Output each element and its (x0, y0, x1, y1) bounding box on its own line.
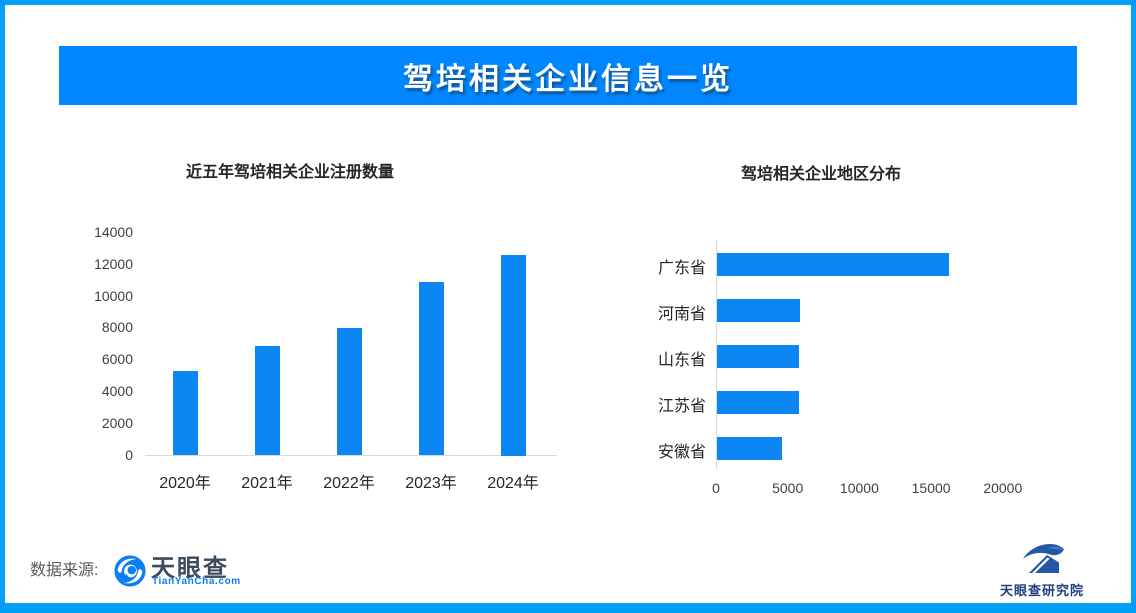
bar (172, 371, 198, 456)
y-axis-tick-label: 8000 (101, 319, 133, 336)
category-label: 江苏省 (657, 398, 706, 415)
y-axis-tick-label: 6000 (101, 351, 133, 368)
institute-logo-text: 天眼查研究院 (999, 583, 1084, 598)
bar (336, 328, 362, 456)
bar (717, 344, 800, 368)
tianyancha-logo-text: 天眼查 (151, 555, 229, 582)
x-axis-tick-label: 10000 (839, 480, 879, 496)
x-axis-line (145, 455, 557, 456)
category-label: 安徽省 (657, 444, 706, 461)
bar (500, 255, 526, 456)
header-banner: 驾培相关企业信息一览 (59, 46, 1077, 105)
bar (717, 298, 801, 322)
category-label: 广东省 (657, 260, 706, 277)
bar (717, 390, 799, 414)
x-axis-tick-label: 2022年 (323, 475, 375, 492)
x-axis-tick-label: 2021年 (241, 475, 293, 492)
tianyancha-logo-icon (114, 555, 146, 587)
x-axis-tick-label: 2020年 (159, 475, 211, 492)
institute-logo-icon (1023, 544, 1064, 573)
y-axis-line (716, 240, 717, 469)
x-axis-tick-label: 2024年 (487, 475, 539, 492)
y-axis-tick-label: 0 (125, 446, 133, 463)
x-axis-tick-label: 20000 (983, 480, 1023, 496)
page-title: 驾培相关企业信息一览 (403, 62, 733, 96)
y-axis-tick-label: 4000 (101, 382, 133, 399)
bar (717, 252, 950, 276)
bar (254, 345, 280, 456)
x-axis-tick-label: 2023年 (405, 475, 457, 492)
y-axis-tick-label: 12000 (94, 255, 133, 272)
bar (717, 436, 782, 460)
y-axis-tick-label: 14000 (94, 224, 133, 240)
y-axis-tick-label: 2000 (101, 414, 133, 431)
bar (418, 282, 444, 456)
category-label: 河南省 (657, 306, 706, 323)
x-axis-tick-label: 5000 (772, 480, 804, 496)
y-axis-tick-label: 10000 (94, 287, 133, 304)
x-axis-tick-label: 15000 (911, 480, 951, 496)
data-source-label: 数据来源: (30, 562, 99, 579)
region-chart-title: 驾培相关企业地区分布 (741, 166, 902, 183)
x-axis-tick-label: 0 (712, 480, 720, 496)
tianyancha-domain-text: TianYanCha.com (152, 576, 241, 587)
category-label: 山东省 (657, 352, 706, 369)
registration-chart-title: 近五年驾培相关企业注册数量 (186, 164, 395, 181)
